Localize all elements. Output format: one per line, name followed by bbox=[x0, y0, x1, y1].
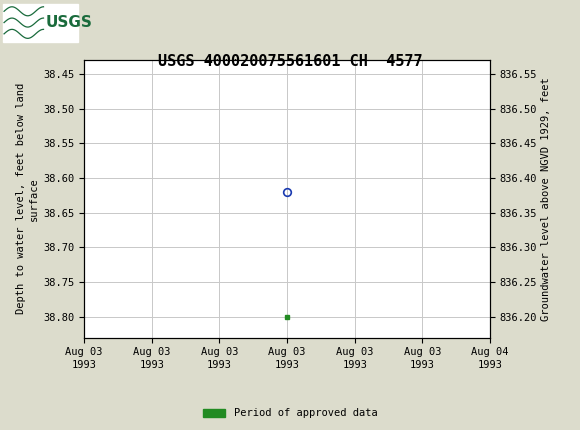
Y-axis label: Groundwater level above NGVD 1929, feet: Groundwater level above NGVD 1929, feet bbox=[542, 77, 552, 321]
Y-axis label: Depth to water level, feet below land
surface: Depth to water level, feet below land su… bbox=[16, 83, 39, 314]
Text: USGS: USGS bbox=[45, 15, 92, 30]
Legend: Period of approved data: Period of approved data bbox=[198, 404, 382, 423]
FancyBboxPatch shape bbox=[3, 3, 78, 42]
Text: USGS 400020075561601 CH  4577: USGS 400020075561601 CH 4577 bbox=[158, 54, 422, 69]
